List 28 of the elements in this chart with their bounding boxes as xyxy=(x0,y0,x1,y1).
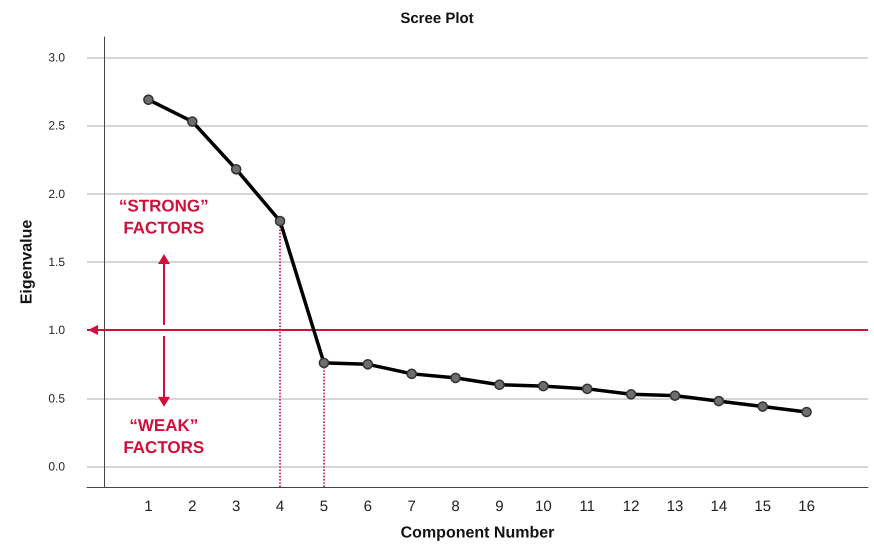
x-tick-label: 12 xyxy=(622,498,640,515)
x-tick-label: 7 xyxy=(408,498,416,515)
x-axis-title: Component Number xyxy=(400,524,554,542)
annotation: “STRONG” FACTORS xyxy=(118,196,209,238)
x-tick-label: 8 xyxy=(451,498,460,515)
x-tick-label: 11 xyxy=(579,498,595,515)
x-tick-label: 3 xyxy=(232,498,240,515)
y-tick-label: 1.0 xyxy=(48,323,66,338)
x-tick-label: 6 xyxy=(364,498,372,515)
y-tick-label: 0.0 xyxy=(48,460,66,474)
y-tick-label: 0.5 xyxy=(48,391,66,406)
x-tick-label: 16 xyxy=(798,498,815,515)
x-tick-label: 9 xyxy=(495,498,504,515)
x-tick-label: 5 xyxy=(320,498,328,515)
x-tick-label: 15 xyxy=(754,498,772,515)
chart-title: Scree Plot xyxy=(400,10,474,27)
annotation: “WEAK” FACTORS xyxy=(123,416,204,458)
y-tick-label: 1.5 xyxy=(48,255,66,269)
x-tick-label: 13 xyxy=(666,498,684,515)
y-tick-label: 2.5 xyxy=(48,118,66,133)
y-tick-label: 3.0 xyxy=(48,50,66,64)
y-axis-title: Eigenvalue xyxy=(18,220,36,304)
x-tick-label: 2 xyxy=(188,498,196,515)
y-tick-label: 2.0 xyxy=(48,186,66,201)
x-tick-label: 10 xyxy=(534,498,552,515)
x-tick-label: 4 xyxy=(276,498,284,515)
x-tick-label: 14 xyxy=(710,498,728,515)
x-tick-label: 1 xyxy=(144,498,153,515)
